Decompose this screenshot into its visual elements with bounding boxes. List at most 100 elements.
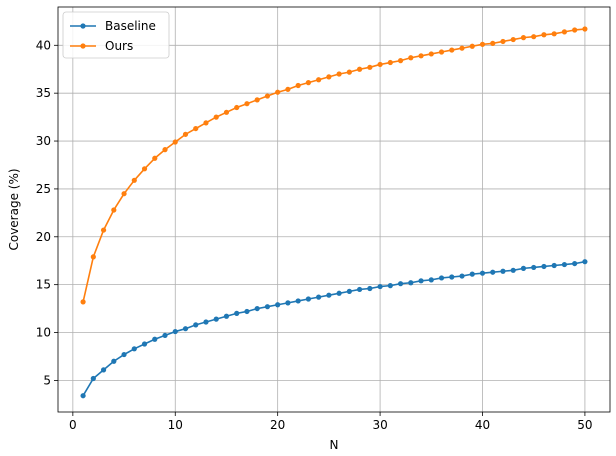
data-point (469, 271, 475, 277)
data-point (100, 227, 107, 233)
data-point (418, 53, 424, 59)
x-tick-label: 10 (168, 418, 183, 432)
data-point (193, 322, 199, 328)
data-point (172, 139, 178, 145)
data-point (234, 104, 240, 111)
data-point (152, 155, 158, 161)
plot-frame (57, 6, 611, 413)
legend-item-ours: Ours (70, 39, 133, 53)
data-point (561, 29, 568, 35)
series-line-ours (82, 28, 585, 303)
data-point (223, 109, 230, 115)
data-point (295, 82, 301, 89)
data-point (561, 261, 568, 268)
data-point (141, 166, 148, 172)
data-point (111, 207, 117, 213)
data-point (203, 120, 209, 126)
data-point (582, 259, 588, 265)
series-ours (80, 26, 588, 305)
data-point (469, 43, 475, 49)
data-point (336, 71, 342, 77)
x-tick-label: 50 (577, 418, 592, 432)
data-point (295, 298, 301, 304)
data-point (449, 274, 455, 280)
data-point (203, 319, 209, 325)
data-point (121, 191, 127, 197)
data-point (428, 277, 434, 283)
data-point (336, 290, 342, 296)
data-point (541, 263, 547, 270)
data-point (244, 101, 250, 107)
data-point (357, 286, 363, 293)
data-point (285, 86, 291, 92)
series-layer (80, 26, 588, 399)
data-point (111, 358, 117, 364)
data-point (387, 59, 393, 66)
x-tick-label: 40 (475, 418, 490, 432)
data-point (131, 346, 137, 352)
data-point (162, 147, 168, 153)
data-point (418, 278, 424, 284)
legend-label: Baseline (105, 19, 156, 33)
data-point (510, 267, 516, 273)
data-point (428, 51, 434, 57)
data-point (479, 270, 486, 276)
data-point (213, 316, 219, 322)
data-point (254, 97, 260, 103)
data-point (459, 273, 465, 279)
data-point (182, 131, 189, 137)
data-point (531, 34, 537, 40)
data-point (449, 47, 455, 53)
data-point (438, 275, 445, 281)
data-point (244, 308, 250, 315)
data-point (182, 326, 189, 332)
data-point (541, 32, 547, 38)
y-tick-label: 10 (36, 326, 51, 340)
x-axis-label: N (330, 438, 339, 452)
data-point (408, 280, 414, 286)
y-tick-label: 30 (36, 134, 51, 148)
data-point (213, 114, 219, 120)
data-point (346, 288, 352, 294)
data-point (397, 58, 404, 64)
data-point (172, 328, 178, 335)
data-point (275, 89, 281, 95)
data-point (479, 41, 486, 47)
data-point (193, 125, 199, 132)
y-axis-label: Coverage (%) (7, 168, 21, 250)
data-point (141, 341, 148, 347)
data-point (387, 283, 393, 289)
legend-item-baseline: Baseline (70, 19, 156, 33)
data-point (500, 38, 506, 45)
data-point (80, 393, 86, 399)
data-point (438, 49, 445, 55)
data-point (305, 80, 311, 86)
data-point (100, 367, 107, 373)
x-tick-label: 0 (69, 418, 77, 432)
data-point (500, 268, 506, 274)
ticks: 0 10 20 30 40 50 5 10 15 20 25 30 35 40 (36, 38, 593, 432)
data-point (377, 61, 383, 68)
data-point (357, 66, 363, 72)
data-point (121, 351, 127, 358)
data-point (490, 40, 496, 46)
data-point (531, 264, 537, 271)
data-point (162, 332, 168, 339)
x-tick-label: 30 (372, 418, 387, 432)
data-point (490, 269, 496, 275)
y-tick-label: 35 (36, 86, 51, 100)
data-point (285, 300, 291, 306)
data-point (275, 302, 281, 308)
legend-label: Ours (105, 39, 133, 53)
data-point (326, 292, 332, 298)
y-tick-label: 5 (43, 373, 51, 387)
y-tick-label: 20 (36, 230, 51, 244)
data-point (90, 254, 96, 260)
y-tick-label: 25 (36, 182, 51, 196)
y-tick-label: 40 (36, 38, 51, 52)
data-point (346, 69, 352, 75)
data-point (367, 285, 373, 292)
series-baseline (80, 259, 588, 399)
data-point (551, 31, 557, 37)
